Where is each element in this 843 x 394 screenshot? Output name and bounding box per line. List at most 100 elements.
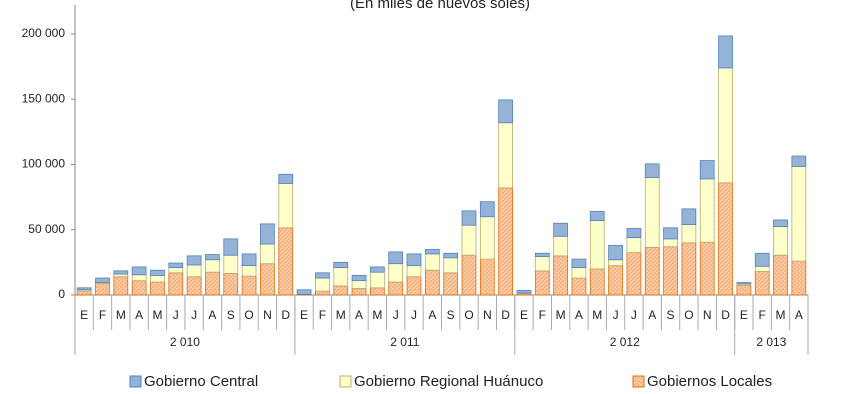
- bar-segment: [150, 281, 165, 296]
- bar-segment: [223, 238, 239, 256]
- bar-segment: [333, 267, 349, 287]
- bar-segment: [498, 99, 514, 124]
- x-tick-label: F: [99, 308, 106, 322]
- x-tick-label: A: [795, 308, 803, 322]
- bar-segment: [369, 271, 385, 289]
- bar-segment: [241, 253, 257, 267]
- bar-segment: [260, 243, 275, 265]
- bar-segment: [205, 254, 220, 261]
- bar-segment: [131, 274, 147, 282]
- bar-segment: [278, 173, 294, 184]
- bar-segment: [626, 252, 642, 296]
- bar-segment: [498, 187, 514, 296]
- bar-segment: [626, 237, 642, 253]
- bar-segment: [718, 35, 733, 69]
- bar-segment: [76, 290, 92, 296]
- bar-segment: [736, 282, 752, 285]
- bar-segment: [131, 266, 147, 276]
- bar-segment: [754, 252, 770, 267]
- x-tick-label: O: [464, 308, 473, 322]
- x-tick-label: A: [355, 308, 363, 322]
- bar-segment: [553, 235, 568, 257]
- bar-segment: [406, 265, 422, 278]
- bar-segment: [168, 262, 184, 268]
- bar-segment: [589, 211, 605, 222]
- bar-segment: [443, 257, 459, 274]
- bar-segment: [241, 275, 257, 296]
- x-tick-label: A: [135, 308, 143, 322]
- bar-segment: [773, 219, 788, 227]
- bar-segment: [388, 263, 404, 283]
- x-tick-label: J: [191, 308, 197, 322]
- bar-segment: [351, 280, 367, 289]
- bar-segment: [296, 289, 312, 295]
- bar-segment: [76, 287, 92, 291]
- bar-segment: [278, 183, 294, 229]
- bar-segment: [260, 223, 275, 245]
- group-label: 2 012: [610, 335, 640, 349]
- bar-segment: [424, 253, 440, 271]
- bar-segment: [681, 224, 697, 244]
- x-tick-label: S: [227, 308, 235, 322]
- x-tick-label: E: [300, 308, 308, 322]
- bar-segment: [699, 160, 715, 180]
- bar-segment: [479, 216, 495, 260]
- bar-segment: [553, 222, 568, 237]
- legend-label: Gobierno Regional Huánuco: [354, 373, 543, 390]
- bar-segment: [718, 182, 733, 296]
- bar-segment: [791, 155, 807, 167]
- bar-segment: [131, 280, 147, 296]
- bar-segment: [333, 285, 349, 296]
- y-tick-label: 150 000: [22, 91, 66, 105]
- bar-segment: [553, 255, 568, 296]
- bar-segment: [589, 220, 605, 270]
- bar-segment: [205, 259, 220, 273]
- bar-segment: [369, 287, 385, 296]
- bar-segment: [644, 177, 660, 248]
- bar-segment: [663, 227, 678, 240]
- x-tick-label: D: [721, 308, 730, 322]
- group-label: 2 010: [170, 335, 200, 349]
- bar-segment: [150, 269, 165, 276]
- y-tick-label: 200 000: [22, 26, 66, 40]
- bar-segment: [681, 208, 697, 225]
- bar-segment: [644, 163, 660, 178]
- bar-segment: [315, 277, 330, 292]
- bar-segment: [571, 277, 587, 296]
- bar-segment: [461, 210, 477, 226]
- bar-segment: [95, 277, 110, 284]
- x-tick-label: M: [336, 308, 346, 322]
- bar-segment: [351, 288, 367, 296]
- y-tick-label: 0: [58, 287, 65, 301]
- bar-segment: [516, 290, 532, 294]
- bar-segment: [315, 272, 330, 279]
- x-tick-label: J: [393, 308, 399, 322]
- bar-segment: [718, 67, 733, 184]
- x-tick-label: O: [684, 308, 693, 322]
- bar-segment: [95, 282, 110, 296]
- bar-segment: [663, 246, 678, 296]
- bar-segment: [388, 281, 404, 296]
- bar-segment: [608, 259, 623, 267]
- bar-segment: [699, 178, 715, 243]
- bar-segment: [571, 267, 587, 279]
- bar-segment: [351, 275, 367, 282]
- bar-segment: [644, 246, 660, 296]
- x-tick-label: A: [428, 308, 436, 322]
- x-tick-label: M: [372, 308, 382, 322]
- bar-segment: [260, 263, 275, 296]
- x-tick-label: J: [411, 308, 417, 322]
- x-tick-label: E: [740, 308, 748, 322]
- x-tick-label: J: [613, 308, 619, 322]
- bar-segment: [424, 248, 440, 255]
- bar-segment: [406, 276, 422, 296]
- x-tick-label: M: [556, 308, 566, 322]
- x-tick-label: O: [244, 308, 253, 322]
- bar-segment: [223, 254, 239, 274]
- bar-segment: [663, 238, 678, 248]
- bar-segment: [773, 226, 788, 256]
- group-label: 2 011: [390, 335, 419, 349]
- bar-segment: [608, 265, 623, 296]
- legend-label: Gobiernos Locales: [647, 373, 772, 390]
- group-label: 2 013: [756, 335, 786, 349]
